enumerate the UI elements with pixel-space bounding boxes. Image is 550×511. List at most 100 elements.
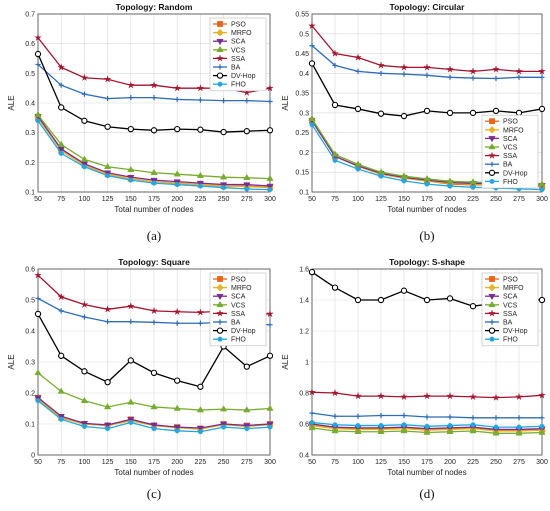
data-point bbox=[493, 75, 499, 82]
data-point bbox=[516, 74, 522, 80]
data-point bbox=[447, 74, 453, 80]
data-point bbox=[103, 305, 112, 313]
data-point bbox=[58, 308, 64, 314]
data-point bbox=[126, 302, 135, 310]
data-point bbox=[538, 391, 546, 399]
data-point bbox=[173, 404, 181, 411]
data-point bbox=[266, 174, 274, 181]
y-axis-label: ALE bbox=[281, 95, 290, 110]
legend-entry: SSA bbox=[231, 311, 245, 318]
data-point bbox=[332, 422, 338, 428]
data-point bbox=[219, 405, 228, 412]
data-point bbox=[81, 91, 87, 97]
data-point bbox=[355, 68, 361, 74]
data-point bbox=[515, 67, 523, 75]
data-point bbox=[400, 172, 408, 179]
data-point bbox=[492, 65, 500, 73]
y-tick-label: 0.2 bbox=[25, 160, 35, 167]
data-point bbox=[127, 398, 135, 405]
x-tick-label: 75 bbox=[331, 459, 339, 466]
y-tick-label: 0.5 bbox=[25, 298, 35, 305]
data-point bbox=[492, 107, 500, 115]
panel-label: (a) bbox=[147, 228, 161, 243]
x-tick-label: 150 bbox=[398, 196, 410, 203]
legend-entry: SCA bbox=[503, 136, 518, 143]
data-point bbox=[221, 424, 227, 430]
x-tick-label: 275 bbox=[513, 196, 525, 203]
data-point bbox=[331, 49, 339, 57]
y-tick-label: 0.1 bbox=[299, 190, 309, 197]
data-point bbox=[424, 423, 430, 429]
legend-entry: SSA bbox=[503, 311, 517, 318]
legend-entry: PSO bbox=[503, 119, 518, 126]
data-point bbox=[58, 416, 64, 422]
legend-entry: SSA bbox=[231, 56, 245, 63]
legend-entry: PSO bbox=[503, 277, 518, 284]
x-tick-label: 50 bbox=[34, 459, 42, 466]
data-point bbox=[266, 404, 274, 411]
data-point bbox=[197, 126, 204, 133]
data-point bbox=[196, 406, 205, 413]
data-point bbox=[308, 388, 316, 396]
data-point bbox=[35, 61, 41, 68]
data-point bbox=[515, 392, 523, 401]
legend-marker bbox=[217, 319, 223, 325]
data-point bbox=[309, 419, 315, 425]
legend-marker bbox=[217, 276, 223, 282]
data-point bbox=[400, 112, 408, 120]
data-point bbox=[400, 63, 408, 71]
legend-entry: DV-Hop bbox=[231, 328, 256, 335]
x-tick-label: 225 bbox=[195, 196, 207, 203]
data-point bbox=[470, 415, 476, 421]
legend-entry: PSO bbox=[231, 22, 246, 29]
data-point bbox=[81, 314, 87, 320]
x-tick-label: 200 bbox=[444, 459, 456, 466]
x-tick-label: 100 bbox=[79, 196, 91, 203]
legend-entry: VCS bbox=[503, 145, 518, 152]
legend-entry: BA bbox=[503, 162, 513, 169]
data-point bbox=[354, 296, 362, 304]
data-point bbox=[151, 95, 157, 101]
series-vcs bbox=[308, 423, 546, 436]
plot-border bbox=[311, 13, 543, 193]
series-fho bbox=[35, 118, 273, 193]
data-point bbox=[267, 322, 273, 328]
data-point bbox=[516, 415, 522, 421]
legend-marker bbox=[216, 309, 224, 317]
series-ba bbox=[309, 43, 545, 82]
x-tick-label: 300 bbox=[264, 459, 276, 466]
legend-entry: FHO bbox=[231, 82, 246, 89]
x-tick-label: 225 bbox=[467, 196, 479, 203]
data-point bbox=[128, 95, 134, 101]
data-point bbox=[469, 67, 477, 75]
legend-entry: MRFO bbox=[231, 30, 252, 37]
x-tick-label: 125 bbox=[375, 196, 387, 203]
data-point bbox=[243, 182, 251, 189]
chart-panel: 50 75 100 125 150 175 200 225 250 275 300 0.4 0.6 0.8… bbox=[281, 257, 548, 501]
x-tick-label: 100 bbox=[79, 459, 91, 466]
series-ssa bbox=[308, 21, 546, 75]
data-point bbox=[243, 406, 251, 413]
x-axis-label: Total number of nodes bbox=[114, 468, 193, 477]
panel-label: (c) bbox=[147, 486, 161, 501]
y-tick-label: 0.55 bbox=[295, 12, 309, 19]
x-tick-label: 175 bbox=[421, 459, 433, 466]
legend-entry: DV-Hop bbox=[503, 328, 528, 335]
legend-marker bbox=[489, 276, 495, 282]
legend-marker bbox=[217, 21, 223, 27]
data-point bbox=[493, 415, 499, 421]
data-point bbox=[266, 309, 274, 318]
data-point bbox=[423, 296, 431, 304]
data-point bbox=[81, 117, 88, 124]
data-point bbox=[266, 183, 274, 190]
data-point bbox=[128, 177, 134, 183]
data-point bbox=[57, 146, 65, 153]
y-tick-label: 1.4 bbox=[299, 298, 309, 305]
legend-entry: PSO bbox=[231, 277, 246, 284]
y-tick-label: 0.4 bbox=[299, 453, 309, 460]
data-point bbox=[80, 300, 89, 308]
x-tick-label: 175 bbox=[148, 459, 160, 466]
data-point bbox=[331, 388, 339, 397]
legend-marker bbox=[216, 38, 224, 46]
y-tick-label: 0.4 bbox=[25, 329, 35, 336]
